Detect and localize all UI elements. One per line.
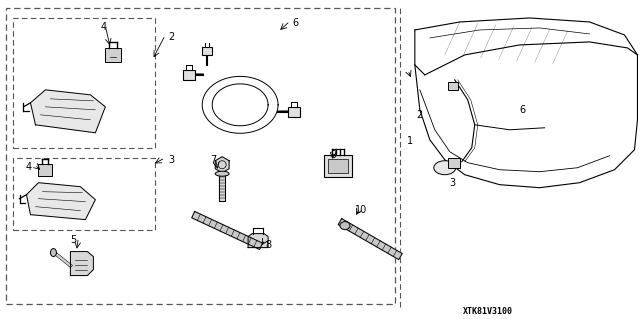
Text: 9: 9 bbox=[330, 150, 336, 160]
Bar bbox=[106, 48, 122, 62]
Bar bbox=[38, 164, 52, 176]
Text: 3: 3 bbox=[168, 155, 174, 165]
Bar bbox=[324, 155, 352, 177]
Text: 2: 2 bbox=[168, 32, 175, 42]
Text: 3: 3 bbox=[450, 178, 456, 188]
Ellipse shape bbox=[215, 171, 229, 176]
Bar bbox=[448, 82, 458, 90]
Bar bbox=[448, 158, 460, 168]
Polygon shape bbox=[26, 183, 95, 220]
Text: 4: 4 bbox=[100, 22, 106, 32]
Polygon shape bbox=[70, 252, 93, 276]
Polygon shape bbox=[192, 211, 262, 249]
Bar bbox=[13, 18, 156, 148]
Bar bbox=[13, 158, 156, 230]
Polygon shape bbox=[338, 219, 402, 260]
Bar bbox=[288, 107, 300, 117]
Polygon shape bbox=[31, 90, 106, 133]
Text: 5: 5 bbox=[70, 234, 77, 245]
Text: 6: 6 bbox=[292, 18, 298, 28]
Text: 4: 4 bbox=[26, 162, 31, 172]
Text: 7: 7 bbox=[210, 155, 216, 165]
Ellipse shape bbox=[340, 222, 350, 230]
Text: 10: 10 bbox=[355, 205, 367, 215]
Bar bbox=[6, 8, 395, 305]
Polygon shape bbox=[219, 173, 225, 201]
Ellipse shape bbox=[434, 161, 456, 175]
Text: 6: 6 bbox=[520, 105, 526, 115]
Polygon shape bbox=[248, 234, 268, 248]
Bar bbox=[183, 70, 195, 80]
Bar bbox=[202, 47, 212, 55]
Text: XTK81V3100: XTK81V3100 bbox=[463, 308, 513, 316]
Bar bbox=[328, 159, 348, 173]
Text: 1: 1 bbox=[407, 136, 413, 146]
Text: 8: 8 bbox=[265, 240, 271, 249]
Ellipse shape bbox=[51, 249, 56, 256]
Polygon shape bbox=[215, 157, 229, 173]
Text: 2: 2 bbox=[416, 110, 422, 120]
